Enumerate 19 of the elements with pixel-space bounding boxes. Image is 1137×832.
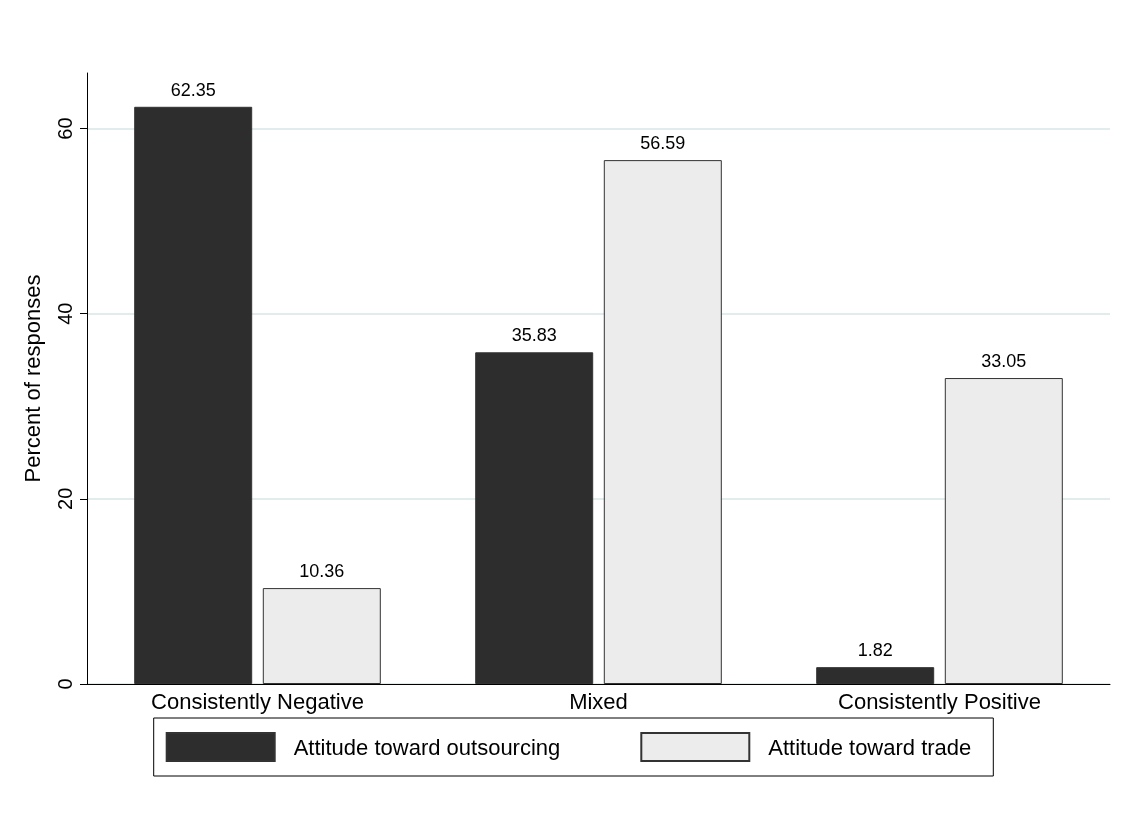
y-tick-label: 40 bbox=[54, 302, 76, 325]
data-label: 35.83 bbox=[511, 325, 557, 346]
y-axis-title: Percent of responses bbox=[19, 274, 45, 483]
bar bbox=[816, 667, 935, 684]
y-tick-label: 0 bbox=[54, 678, 76, 690]
data-label: 10.36 bbox=[299, 561, 345, 582]
y-tick-label: 20 bbox=[54, 487, 76, 510]
data-label: 1.82 bbox=[857, 640, 893, 661]
x-tick-label: Consistently Negative bbox=[151, 688, 364, 714]
data-label: 62.35 bbox=[170, 79, 216, 100]
y-tick-label: 60 bbox=[54, 117, 76, 140]
data-label: 56.59 bbox=[640, 133, 686, 154]
legend-label: Attitude toward outsourcing bbox=[293, 734, 561, 760]
legend-label: Attitude toward trade bbox=[768, 734, 972, 760]
x-tick-label: Mixed bbox=[569, 688, 628, 714]
bar bbox=[475, 352, 594, 684]
data-label: 33.05 bbox=[981, 351, 1027, 372]
bar bbox=[134, 106, 253, 684]
x-tick-label: Consistently Positive bbox=[838, 688, 1041, 714]
